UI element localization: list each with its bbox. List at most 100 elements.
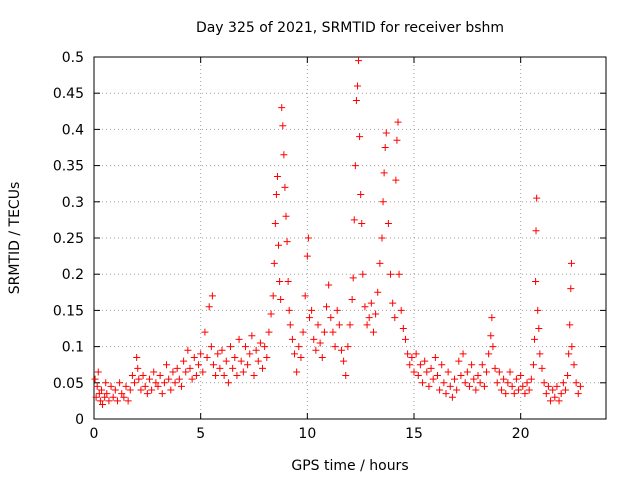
data-point xyxy=(209,361,217,369)
data-point xyxy=(495,368,503,376)
data-point xyxy=(358,220,366,228)
data-point xyxy=(542,390,550,398)
data-point xyxy=(567,285,575,293)
data-point xyxy=(222,357,230,365)
data-point xyxy=(186,364,194,372)
data-point xyxy=(350,216,358,224)
data-point xyxy=(391,314,399,322)
data-point xyxy=(323,303,331,311)
data-point xyxy=(279,122,287,130)
data-point xyxy=(523,379,531,387)
plot-frame xyxy=(93,56,607,420)
data-point xyxy=(472,386,480,394)
data-point xyxy=(576,382,584,390)
data-point xyxy=(480,382,488,390)
data-point xyxy=(318,353,326,361)
data-point xyxy=(393,136,401,144)
data-point xyxy=(346,321,354,329)
y-axis-label: SRMTID / TECUs xyxy=(7,182,23,295)
data-point xyxy=(154,382,162,390)
y-tick-label: 0.1 xyxy=(62,340,84,356)
data-point xyxy=(478,361,486,369)
data-point xyxy=(557,390,565,398)
data-point xyxy=(374,288,382,296)
data-point xyxy=(493,379,501,387)
data-point xyxy=(182,368,190,376)
data-point xyxy=(275,241,283,249)
data-point xyxy=(527,375,535,383)
y-tick-label: 0.3 xyxy=(62,195,84,211)
data-point xyxy=(135,375,143,383)
data-point xyxy=(525,386,533,394)
data-point xyxy=(137,386,145,394)
data-point xyxy=(92,393,100,401)
data-point xyxy=(116,379,124,387)
data-point xyxy=(239,368,247,376)
data-point xyxy=(120,393,128,401)
data-point xyxy=(150,368,158,376)
data-point xyxy=(235,335,243,343)
data-point xyxy=(572,379,580,387)
x-tick-label: 20 xyxy=(512,426,530,442)
data-point xyxy=(197,350,205,358)
data-point xyxy=(555,397,563,405)
data-point xyxy=(207,343,215,351)
data-point xyxy=(231,353,239,361)
data-point xyxy=(565,350,573,358)
data-point xyxy=(344,343,352,351)
x-tick-label: 15 xyxy=(405,426,423,442)
data-point xyxy=(95,390,103,398)
data-point xyxy=(553,382,561,390)
data-point xyxy=(444,368,452,376)
data-point xyxy=(357,191,365,199)
data-point xyxy=(502,390,510,398)
data-point xyxy=(175,375,183,383)
data-point xyxy=(314,321,322,329)
data-point xyxy=(535,325,543,332)
data-point xyxy=(139,372,147,380)
data-point xyxy=(141,382,149,390)
data-point xyxy=(497,386,505,394)
data-point xyxy=(167,386,175,394)
data-point xyxy=(109,393,117,401)
data-point xyxy=(342,372,350,380)
data-point xyxy=(425,382,433,390)
data-point xyxy=(487,332,495,340)
data-point xyxy=(421,357,429,365)
data-point xyxy=(103,390,111,398)
data-point xyxy=(284,277,292,285)
data-point xyxy=(500,375,508,383)
data-point xyxy=(308,306,316,314)
data-point xyxy=(148,386,156,394)
data-point xyxy=(248,332,256,340)
data-point xyxy=(152,379,160,387)
data-point xyxy=(510,390,518,398)
data-point xyxy=(414,372,422,380)
data-point xyxy=(504,379,512,387)
data-point xyxy=(459,350,467,358)
data-point xyxy=(131,379,139,387)
data-point xyxy=(267,310,275,318)
data-point xyxy=(489,343,497,351)
data-point xyxy=(156,372,164,380)
data-point xyxy=(133,353,141,361)
data-point xyxy=(158,390,166,398)
data-point xyxy=(241,343,249,351)
data-point xyxy=(508,382,516,390)
data-point xyxy=(320,328,328,336)
data-point xyxy=(476,379,484,387)
data-point xyxy=(340,357,348,365)
data-point xyxy=(401,335,409,343)
data-point xyxy=(363,321,371,329)
data-point xyxy=(423,368,431,376)
data-point xyxy=(134,364,142,372)
data-point xyxy=(325,281,333,289)
data-point xyxy=(372,310,380,318)
chart-title: Day 325 of 2021, SRMTID for receiver bsh… xyxy=(196,20,504,36)
data-point xyxy=(446,382,454,390)
data-point xyxy=(455,357,463,365)
data-point xyxy=(113,397,121,405)
data-point xyxy=(531,335,539,343)
data-point xyxy=(532,277,540,285)
